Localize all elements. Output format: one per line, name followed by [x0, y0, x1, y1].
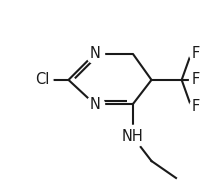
Text: F: F: [192, 99, 200, 114]
Text: Cl: Cl: [35, 72, 49, 87]
Text: NH: NH: [122, 129, 143, 144]
Text: N: N: [90, 46, 100, 61]
Text: F: F: [192, 46, 200, 61]
Text: F: F: [192, 72, 200, 87]
Text: N: N: [90, 97, 100, 112]
